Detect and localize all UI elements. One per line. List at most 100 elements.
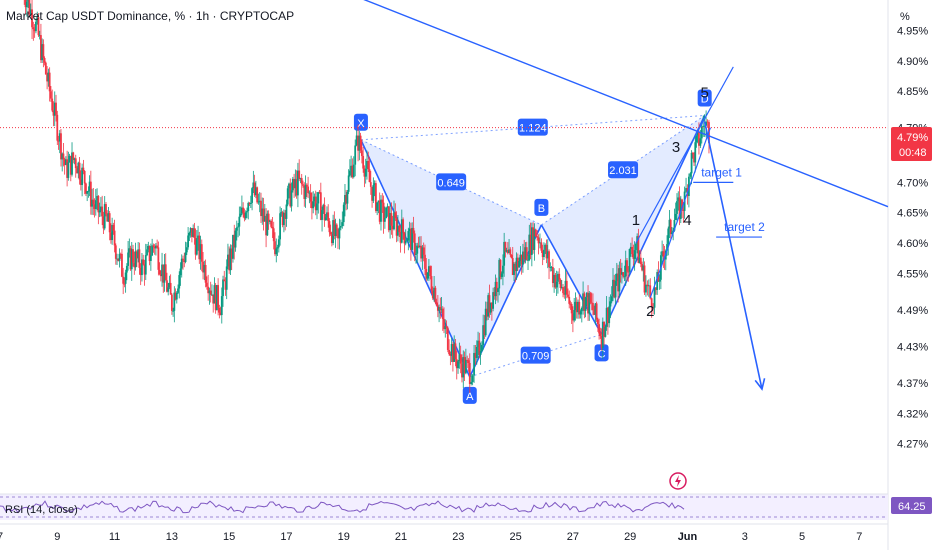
candle-body <box>212 294 215 304</box>
candle-body <box>31 9 33 28</box>
candle-body <box>215 285 218 311</box>
candle-body <box>399 231 402 243</box>
lightning-alert-icon[interactable] <box>669 472 687 490</box>
candle-body <box>109 232 112 241</box>
x-tick-label: 5 <box>799 531 805 543</box>
candle-body <box>55 102 57 115</box>
candle-body <box>488 295 491 313</box>
candle-body <box>352 164 355 178</box>
candle-body <box>624 260 627 277</box>
candle-body <box>582 293 584 308</box>
candle-body <box>267 213 270 222</box>
candle-body <box>366 160 368 169</box>
candle-body <box>478 340 481 355</box>
candle-body <box>175 292 178 300</box>
candle-body <box>565 280 568 295</box>
harmonic-pattern[interactable]: 0.649 0.709 2.031 1.124 X A B C D <box>353 89 712 404</box>
candle-body <box>312 201 315 209</box>
candle-body <box>300 178 303 185</box>
point-badge <box>697 89 712 107</box>
candle-body <box>43 57 46 63</box>
candle-body <box>86 191 89 194</box>
candle-body <box>248 202 251 205</box>
candle-body <box>111 225 114 241</box>
candle-body <box>560 287 563 288</box>
candle-body <box>627 271 630 273</box>
target-label-1: target 1 <box>701 165 742 179</box>
candle-body <box>685 188 687 192</box>
candle-body <box>170 294 173 311</box>
candle-body <box>658 279 661 282</box>
x-tick-label: 19 <box>338 531 350 543</box>
candle-body <box>523 251 526 260</box>
candle-body <box>617 273 619 292</box>
candle-body <box>677 197 680 202</box>
candle-body <box>471 375 474 382</box>
candle-body <box>433 287 436 299</box>
rsi-pane <box>0 494 888 520</box>
candle-body <box>293 178 295 189</box>
candle-body <box>99 206 102 211</box>
x-tick-label: 15 <box>223 531 235 543</box>
candle-body <box>98 210 101 213</box>
point-label-a: A <box>466 391 474 403</box>
candle-body <box>629 246 632 250</box>
candle-body <box>513 263 515 276</box>
candle-body <box>544 244 547 250</box>
candle-body <box>466 359 469 361</box>
x-tick-label: 23 <box>452 531 464 543</box>
target-label-2: target 2 <box>724 220 765 234</box>
price-axis-panel[interactable] <box>888 0 932 550</box>
candle-body <box>510 254 513 259</box>
candle-body <box>376 202 379 211</box>
candle-body <box>568 296 571 304</box>
candle-body <box>400 219 403 243</box>
candle-body <box>317 192 320 204</box>
ratio-label-ac: 0.709 <box>522 351 550 363</box>
candle-body <box>191 228 193 237</box>
candle-body <box>164 264 167 281</box>
candle-body <box>503 241 506 266</box>
candle-body <box>473 352 475 376</box>
y-tick-label: 4.55% <box>897 269 928 281</box>
candle-body <box>407 231 410 241</box>
projection-arrow-head <box>754 378 766 391</box>
candle-body <box>484 308 487 336</box>
candle-body <box>666 244 668 251</box>
candle-body <box>490 302 493 309</box>
candle-body <box>333 220 336 236</box>
candle-body <box>480 344 483 352</box>
candle-body <box>166 280 168 292</box>
candle-body <box>415 253 417 255</box>
candle-body <box>579 311 582 315</box>
candle-body <box>194 238 197 255</box>
candle-body <box>311 201 313 209</box>
candle-body <box>457 361 459 369</box>
rsi-label[interactable]: RSI (14, close) <box>5 504 78 516</box>
candle-body <box>655 287 657 290</box>
candle-body <box>508 249 510 254</box>
candle-body <box>214 285 217 311</box>
y-tick-label: 4.32% <box>897 408 928 420</box>
ratio-badge <box>517 118 548 136</box>
drawing-overlays[interactable]: 1 2 3 4 5 target 1 target 2 <box>0 0 889 391</box>
candle-body <box>337 229 339 239</box>
ratio-label-bd: 2.031 <box>609 165 637 177</box>
candle-body <box>207 286 210 294</box>
candle-body <box>409 228 412 250</box>
point-label-b: B <box>538 203 545 215</box>
candle-body <box>189 228 192 233</box>
price-axis-ticks: 4.95%4.90%4.85%4.79%4.75%4.70%4.65%4.60%… <box>897 25 928 450</box>
candle-body <box>324 217 327 221</box>
candle-body <box>493 292 496 297</box>
candle-body <box>430 276 433 291</box>
candle-body <box>182 258 184 261</box>
candle-body <box>355 135 358 146</box>
candle-body <box>633 250 636 259</box>
candle-body <box>302 184 304 186</box>
candle-body <box>87 190 90 192</box>
candle-body <box>537 237 540 244</box>
candle-body <box>514 263 517 272</box>
candle-body <box>156 245 159 248</box>
